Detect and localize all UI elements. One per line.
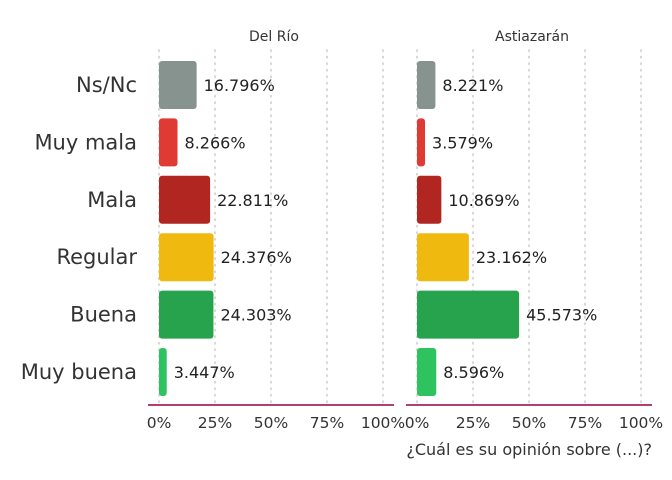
value-label: 22.811% — [217, 191, 288, 210]
x-tick-label: 25% — [198, 414, 232, 432]
value-label: 8.266% — [185, 133, 246, 152]
value-label: 16.796% — [204, 76, 275, 95]
x-axis-title: ¿Cuál es su opinión sobre (...)? — [406, 440, 652, 459]
value-label: 3.579% — [432, 133, 493, 152]
bar — [159, 290, 214, 339]
value-label: 23.162% — [476, 248, 547, 267]
x-tick-label: 0% — [147, 414, 172, 432]
value-label: 3.447% — [174, 363, 235, 382]
grid-layer — [158, 49, 642, 404]
x-tick-label: 75% — [310, 414, 344, 432]
category-label: Buena — [70, 303, 137, 327]
bar — [159, 61, 197, 109]
bar — [159, 233, 214, 282]
category-label: Muy mala — [34, 130, 137, 154]
bar — [159, 118, 178, 167]
bar — [417, 118, 426, 167]
bar — [417, 348, 437, 396]
value-label: 24.303% — [220, 306, 291, 325]
category-label: Regular — [56, 245, 137, 269]
x-tick-label: 100% — [619, 414, 663, 432]
category-label: Ns/Nc — [76, 73, 137, 97]
value-label: 8.596% — [443, 363, 504, 382]
bar — [417, 175, 442, 224]
x-tick-label: 0% — [405, 414, 430, 432]
bar — [417, 290, 520, 339]
value-label: 10.869% — [448, 191, 519, 210]
x-tick-label: 25% — [456, 414, 490, 432]
x-tick-label: 50% — [254, 414, 288, 432]
x-tick-label: 100% — [361, 414, 405, 432]
facet-title: Del Río — [249, 29, 299, 45]
bar — [417, 61, 436, 109]
value-label: 8.221% — [442, 76, 503, 95]
x-tick-label: 50% — [512, 414, 546, 432]
bar — [159, 175, 211, 224]
x-tick-label: 75% — [568, 414, 602, 432]
bars-layer — [159, 61, 520, 396]
facet-title: Astiazarán — [495, 29, 569, 45]
category-label: Mala — [87, 188, 137, 212]
value-label: 45.573% — [526, 306, 597, 325]
bar — [159, 348, 167, 396]
value-label: 24.376% — [221, 248, 292, 267]
labels-layer: Ns/Nc Muy mala Mala Regular Buena Muy buena De… — [21, 29, 663, 432]
category-label: Muy buena — [21, 360, 137, 384]
bar — [417, 233, 469, 282]
